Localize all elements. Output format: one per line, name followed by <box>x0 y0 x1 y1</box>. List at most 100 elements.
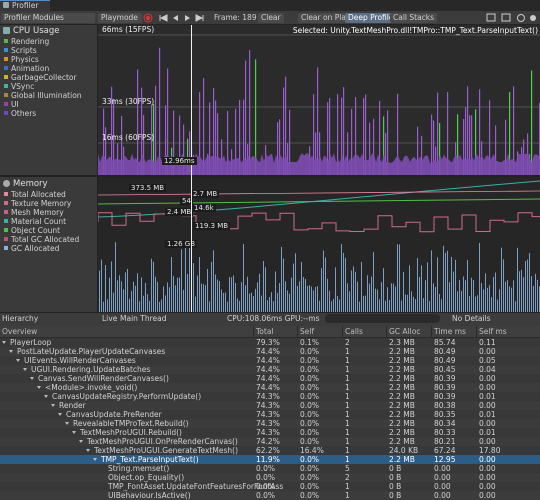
table-row[interactable]: Canvas.SendWillRenderCanvases() 74.4% 0.0%… <box>0 374 540 383</box>
help-icon[interactable] <box>517 14 525 22</box>
legend-item[interactable]: Object Count <box>4 227 60 235</box>
gc-spike <box>159 301 160 312</box>
cpu-spike <box>351 108 353 175</box>
table-cell: 0.0% <box>300 365 320 374</box>
table-cell: 0 B <box>389 491 402 500</box>
gc-spike <box>195 296 196 312</box>
clear-on-play-button[interactable]: Clear on Play <box>298 13 354 23</box>
legend-item[interactable]: Global Illumination <box>4 92 82 100</box>
gc-spike <box>123 289 124 312</box>
table-row[interactable]: TextMeshProUGUI.GenerateTextMesh() 62.2% 1… <box>0 446 540 455</box>
gc-spike <box>217 279 218 312</box>
save-icon[interactable] <box>501 13 511 22</box>
clear-button[interactable]: Clear <box>258 13 284 23</box>
cpu-spike <box>215 100 217 175</box>
legend-item[interactable]: Total GC Allocated <box>4 236 79 244</box>
table-row[interactable]: TextMeshProUGUI.Rebuild() 74.3% 0.0% 1 2.2 M… <box>0 428 540 437</box>
gc-spike <box>429 300 430 312</box>
gc-spike <box>495 272 496 312</box>
legend-label: Total Allocated <box>11 190 66 199</box>
legend-item[interactable]: Animation <box>4 65 49 73</box>
gc-spike <box>163 286 164 312</box>
live-toggle[interactable]: Live <box>102 314 118 323</box>
memory-legend-panel[interactable] <box>0 177 98 312</box>
table-row[interactable]: CanvasUpdateRegistry.PerformUpdate() 74.3… <box>0 392 540 401</box>
cpu-spike <box>159 47 161 175</box>
gc-spike <box>503 259 504 312</box>
gc-spike <box>381 282 382 312</box>
table-cell: 1 <box>345 455 350 464</box>
prev-frame-button[interactable] <box>173 15 178 21</box>
details-dropdown[interactable]: No Details <box>452 314 491 323</box>
legend-item[interactable]: Rendering <box>4 38 49 46</box>
legend-swatch <box>4 57 8 61</box>
table-cell: 80.45 <box>434 365 456 374</box>
tab[interactable] <box>0 0 50 12</box>
expand-arrow <box>86 449 90 452</box>
table-row[interactable]: UIEvents.WillRenderCanvases 74.4% 0.0% 1 2.2… <box>0 356 540 365</box>
gc-spike <box>241 282 242 312</box>
search-field[interactable] <box>325 314 440 323</box>
legend-item[interactable]: Others <box>4 110 36 118</box>
table-row[interactable]: UGUI.Rendering.UpdateBatches 74.4% 0.0% 1 2.… <box>0 365 540 374</box>
gc-spike <box>183 289 184 312</box>
legend-item[interactable]: GC Allocated <box>4 245 59 253</box>
legend-item[interactable]: VSync <box>4 83 34 91</box>
legend-item[interactable]: UI <box>4 101 19 109</box>
settings-icon[interactable] <box>530 15 536 21</box>
cpu-spike <box>221 139 223 175</box>
cpu-spike <box>463 118 465 175</box>
table-row[interactable]: TMP_Text.ParseInputText() 11.9% 0.0% 1 2.2 M… <box>0 455 540 464</box>
legend-item[interactable]: Texture Memory <box>4 200 71 208</box>
view-dropdown[interactable]: Hierarchy <box>2 314 39 323</box>
cpu-legend-panel[interactable] <box>0 25 98 175</box>
gc-spike <box>277 292 278 312</box>
legend-item[interactable]: Material Count <box>4 218 66 226</box>
target-dropdown[interactable]: Playmode <box>98 13 142 23</box>
table-row[interactable]: TMP_FontAsset.UpdateFontFeaturesForFontA… <box>0 482 540 491</box>
deep-profile-button[interactable]: Deep Profile <box>345 13 397 23</box>
gc-spike <box>307 285 308 312</box>
first-frame-button[interactable] <box>159 14 168 22</box>
gc-spike <box>331 301 332 312</box>
gc-spike <box>281 246 282 312</box>
table-row[interactable]: CanvasUpdate.PreRender 74.3% 0.0% 1 2.2 MB 80… <box>0 410 540 419</box>
record-button[interactable] <box>143 13 153 23</box>
gc-spike <box>527 259 528 312</box>
cpu-spike <box>217 113 219 175</box>
gc-spike <box>173 276 174 312</box>
last-frame-button[interactable] <box>195 14 204 22</box>
table-row[interactable]: UIBehaviour.IsActive() 0.0% 0.0% 1 0 B 0.00 0.… <box>0 491 540 500</box>
cpu-spike <box>417 126 419 175</box>
frame-timing: CPU:108.06ms GPU:--ms <box>227 314 320 323</box>
legend-item[interactable]: Total Allocated <box>4 191 66 199</box>
gc-spike <box>451 256 452 312</box>
table-row[interactable]: TextMeshProUGUI.OnPreRenderCanvas() 74.2%… <box>0 437 540 446</box>
gc-spike <box>155 276 156 312</box>
load-icon[interactable] <box>486 13 496 22</box>
next-frame-button[interactable] <box>185 15 190 21</box>
legend-item[interactable]: Physics <box>4 56 39 64</box>
table-row[interactable]: PostLateUpdate.PlayerUpdateCanvases 74.4%… <box>0 347 540 356</box>
gc-spike <box>501 247 502 312</box>
call-stacks-button[interactable]: Call Stacks <box>390 13 438 23</box>
modules-dropdown[interactable]: Profiler Modules <box>1 13 95 23</box>
gc-spike <box>475 296 476 312</box>
thread-dropdown[interactable]: Main Thread <box>120 314 167 323</box>
legend-item[interactable]: Scripts <box>4 47 37 55</box>
table-row[interactable]: Object.op_Equality() 0.0% 0.0% 2 0 B 0.00 0.00 <box>0 473 540 482</box>
table-row[interactable]: <Module>.invoke_void() 74.4% 0.0% 1 2.2 MB 80… <box>0 383 540 392</box>
legend-item[interactable]: GarbageCollector <box>4 74 77 82</box>
tab-icon <box>3 2 9 8</box>
table-row[interactable]: Render 74.3% 0.0% 1 2.2 MB 80.38 0.00 <box>0 401 540 410</box>
table-cell: 74.4% <box>256 347 280 356</box>
cpu-base-area <box>98 153 540 175</box>
legend-item[interactable]: Mesh Memory <box>4 209 64 217</box>
table-row[interactable]: String.memset() 0.0% 0.0% 5 0 B 0.00 0.00 <box>0 464 540 473</box>
table-row[interactable]: PlayerLoop 79.3% 0.1% 2 2.3 MB 85.74 0.11 <box>0 338 540 347</box>
table-row[interactable]: RevealableTMProText.Rebuild() 74.3% 0.0% 1 2… <box>0 419 540 428</box>
table-cell: 2.2 MB <box>389 401 415 410</box>
table-cell: 0.0% <box>300 347 320 356</box>
cpu-spike <box>475 109 477 175</box>
cpu-chart[interactable] <box>98 25 540 175</box>
